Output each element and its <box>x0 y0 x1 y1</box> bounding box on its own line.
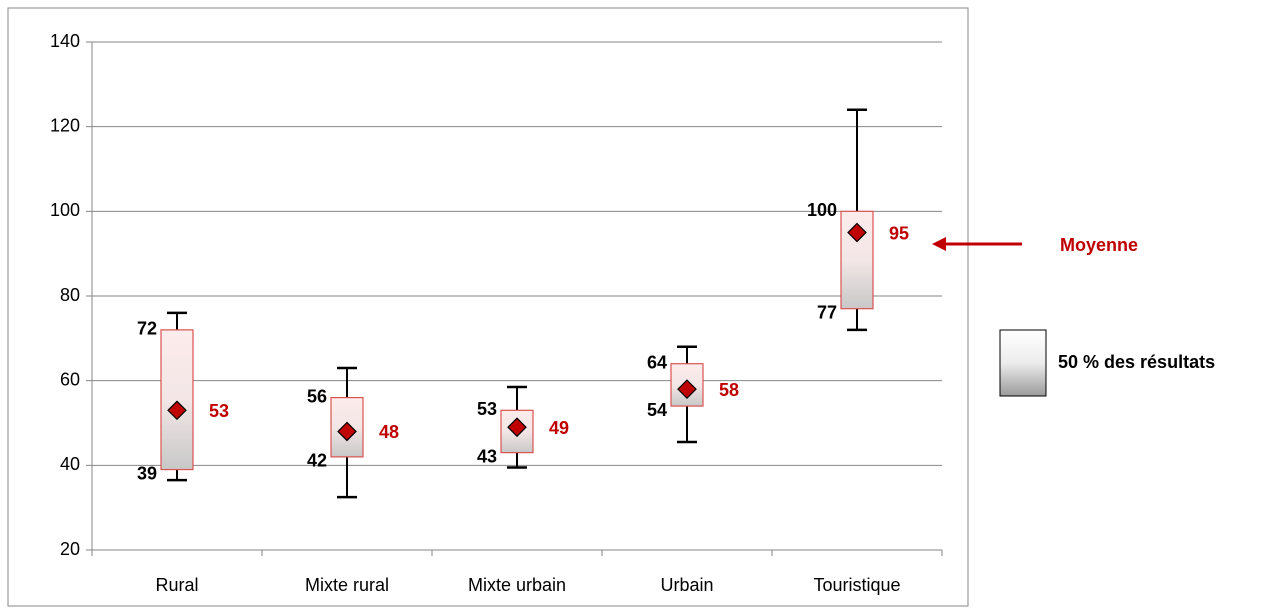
q3-label: 64 <box>647 352 667 372</box>
legend-label: 50 % des résultats <box>1058 352 1215 372</box>
mean-marker <box>847 222 867 243</box>
y-tick-label: 80 <box>60 285 80 305</box>
x-tick-label: Touristique <box>813 575 900 595</box>
mean-marker <box>167 400 187 421</box>
mean-label: 53 <box>209 401 229 421</box>
y-tick-label: 120 <box>50 115 80 135</box>
q1-label: 77 <box>817 302 837 322</box>
q3-label: 53 <box>477 399 497 419</box>
q3-label: 72 <box>137 319 157 339</box>
y-tick-label: 20 <box>60 539 80 559</box>
q3-label: 100 <box>807 200 837 220</box>
mean-label: 95 <box>889 223 909 243</box>
x-tick-label: Mixte rural <box>305 575 389 595</box>
annotation: Moyenne <box>1060 235 1138 255</box>
mean-marker <box>677 379 697 399</box>
y-tick-label: 100 <box>50 200 80 220</box>
mean-label: 49 <box>549 418 569 438</box>
plot-frame <box>7 7 969 607</box>
plot: 20 40 60 80 100 120 140 Rural 72 39 53 Mixte rural 5… <box>50 31 943 595</box>
x-tick-label: Mixte urbain <box>468 575 566 595</box>
y-tick-label: 40 <box>60 454 80 474</box>
mean-label: 48 <box>379 422 399 442</box>
q1-label: 43 <box>477 446 497 466</box>
legend-swatch <box>999 329 1047 397</box>
mean-marker <box>337 421 357 442</box>
q1-label: 42 <box>307 451 327 471</box>
box <box>160 329 194 471</box>
q1-label: 54 <box>647 400 667 420</box>
x-tick-label: Urbain <box>660 575 713 595</box>
mean-marker <box>507 417 527 438</box>
q1-label: 39 <box>137 463 157 483</box>
mean-label: 58 <box>719 380 739 400</box>
annotation-arrowhead <box>932 237 946 251</box>
y-tick-label: 60 <box>60 369 80 389</box>
y-tick-label: 140 <box>50 31 80 51</box>
x-tick-label: Rural <box>155 575 198 595</box>
q3-label: 56 <box>307 386 327 406</box>
